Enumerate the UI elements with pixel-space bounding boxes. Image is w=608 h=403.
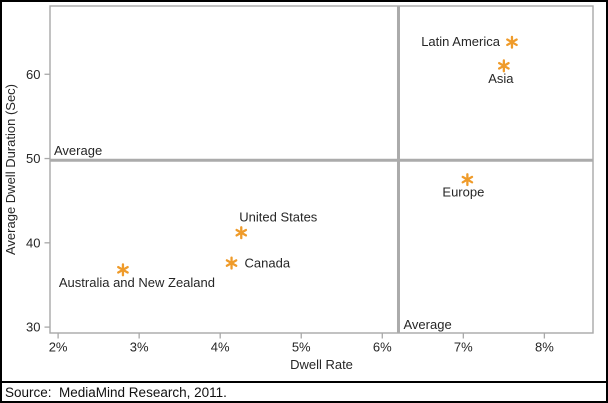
data-point-label: Asia xyxy=(488,71,514,86)
y-tick-label: 30 xyxy=(26,320,40,335)
x-tick-label: 6% xyxy=(373,340,392,355)
data-point xyxy=(506,35,518,49)
asterisk-marker-spoke xyxy=(235,228,248,237)
data-point-label: Australia and New Zealand xyxy=(59,275,215,290)
data-point xyxy=(117,263,129,277)
y-tick-label: 40 xyxy=(26,235,40,250)
plot-border xyxy=(49,5,594,334)
source-note: Source: MediaMind Research, 2011. xyxy=(2,381,606,401)
data-point-label: Latin America xyxy=(421,34,501,49)
data-point-label: Canada xyxy=(245,256,291,271)
asterisk-marker-spoke xyxy=(461,175,474,184)
y-axis-title: Average Dwell Duration (Sec) xyxy=(3,84,18,255)
average-label-vertical: Average xyxy=(403,317,451,332)
data-point xyxy=(498,59,510,73)
x-tick-label: 3% xyxy=(130,340,149,355)
asterisk-marker-spoke xyxy=(225,259,238,267)
data-point xyxy=(225,256,238,270)
data-point-label: United States xyxy=(239,210,318,225)
asterisk-marker-spoke xyxy=(117,265,129,274)
x-tick-label: 4% xyxy=(211,340,230,355)
x-tick-label: 7% xyxy=(454,340,473,355)
x-tick-label: 2% xyxy=(49,340,68,355)
x-tick-label: 5% xyxy=(292,340,311,355)
scatter-plot: Average Average 2% 3% 4% 5% 6% 7% 8% 30 40 50 60 Dwel… xyxy=(3,5,594,372)
y-tick-label: 50 xyxy=(26,151,40,166)
asterisk-marker-spoke xyxy=(498,61,510,70)
x-tick-label: 8% xyxy=(535,340,554,355)
data-point xyxy=(235,226,248,240)
data-point-label: Europe xyxy=(442,185,484,200)
data-point xyxy=(461,173,474,187)
asterisk-marker-spoke xyxy=(506,38,518,47)
average-label-horizontal: Average xyxy=(54,143,102,158)
x-axis-title: Dwell Rate xyxy=(290,357,353,372)
y-tick-label: 60 xyxy=(26,67,40,82)
